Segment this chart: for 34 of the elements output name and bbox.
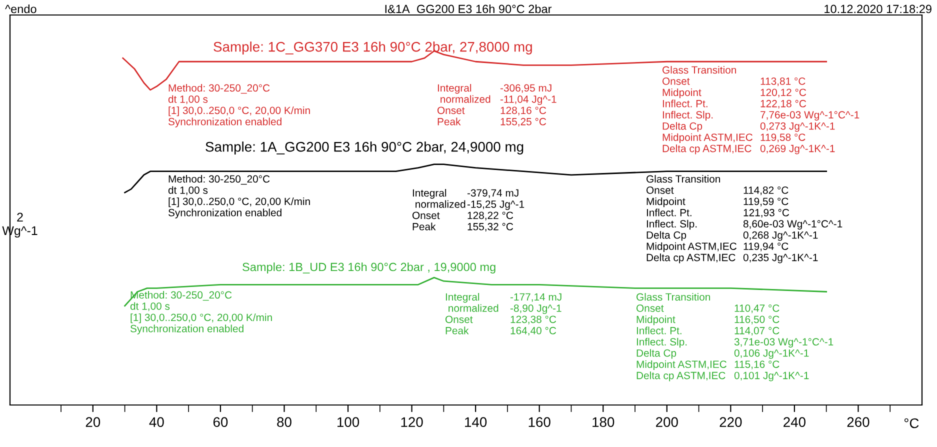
x-tick-label: 60 — [213, 417, 228, 428]
x-tick-label: 260 — [847, 417, 870, 428]
annotation: Glass Transition Onset Midpoint Inflect. Pt. Inflect. Slp. Delta Cp Midpoint ASTM,IEC Delta cp ASTM,IEC — [636, 293, 726, 382]
annotation: Method: 30-250_20°C dt 1,00 s [1] 30,0..250,0 °C, 20,00 K/min Synchronization enabled — [168, 175, 310, 218]
x-tick-label: 80 — [277, 417, 292, 428]
text: 10.12.2020 17:18:29 — [824, 4, 932, 14]
annotation: -379,74 mJ -15,25 Jg^-1 128,22 °C 155,32 °C — [467, 189, 524, 232]
annotation: Method: 30-250_20°C dt 1,00 s [1] 30,0..250,0 °C, 20,00 K/min Synchronization enabled — [168, 84, 310, 128]
text: ^endo — [5, 4, 36, 14]
annotation: 113,81 °C 120,12 °C 122,18 °C 7,76e-03 Wg^-1°C^-1 0,273 Jg^-1K^-1 119,58 °C 0,269 Jg^-1K^-1 — [760, 77, 860, 154]
x-tick-label: 40 — [149, 417, 164, 428]
chart-title: I&1A_GG200 E3 16h 90°C 2bar — [385, 4, 552, 16]
x-tick-label: 180 — [592, 417, 614, 428]
annotation: Integral normalized Onset Peak — [445, 293, 498, 334]
series-label: Sample: 1B_UD E3 16h 90°C 2bar , 19,9000 mg — [242, 262, 496, 274]
annotation: Integral normalized Onset Peak — [412, 189, 466, 230]
annotation: Glass Transition Onset Midpoint Inflect. Pt. Inflect. Slp. Delta Cp Midpoint ASTM,IEC Delta cp ASTM,IEC — [646, 175, 736, 264]
annotation: 110,47 °C 116,50 °C 114,07 °C 3,71e-03 Wg^-1°C^-1 0,106 Jg^-1K^-1 115,16 °C 0,101 Jg^-1K^-1 — [734, 304, 834, 382]
x-tick-label: 240 — [784, 417, 806, 428]
annotation: 114,82 °C 119,59 °C 121,93 °C 8,60e-03 Wg^-1°C^-1 0,268 Jg^-1K^-1 119,94 °C 0,235 Jg^-1K^-1 — [743, 186, 842, 264]
x-tick-label: 100 — [337, 417, 360, 428]
x-tick-label: 220 — [720, 417, 742, 428]
x-tick-label: 120 — [401, 417, 423, 428]
x-tick-label: 160 — [528, 417, 550, 428]
series-label: Sample: 1C_GG370 E3 16h 90°C 2bar, 27,8000 mg — [214, 42, 532, 54]
annotation: -306,95 mJ -11,04 Jg^-1 128,16 °C 155,25 °C — [500, 84, 556, 127]
x-tick-label: 200 — [656, 417, 678, 428]
series-label: Sample: 1A_GG200 E3 16h 90°C 2bar, 24,9000 mg — [206, 142, 524, 154]
x-tick-label: 20 — [86, 417, 100, 428]
annotation: -177,14 mJ -8,90 Jg^-1 123,38 °C 164,40 °C — [510, 293, 562, 336]
annotation: Integral normalized Onset Peak — [437, 84, 490, 126]
annotation: Glass Transition Onset Midpoint Inflect. Pt. Inflect. Slp. Delta Cp Midpoint ASTM,IEC Delta cp ASTM,IEC — [662, 66, 752, 154]
x-tick-label: 140 — [465, 417, 487, 428]
x-axis-title: °C — [904, 418, 919, 428]
